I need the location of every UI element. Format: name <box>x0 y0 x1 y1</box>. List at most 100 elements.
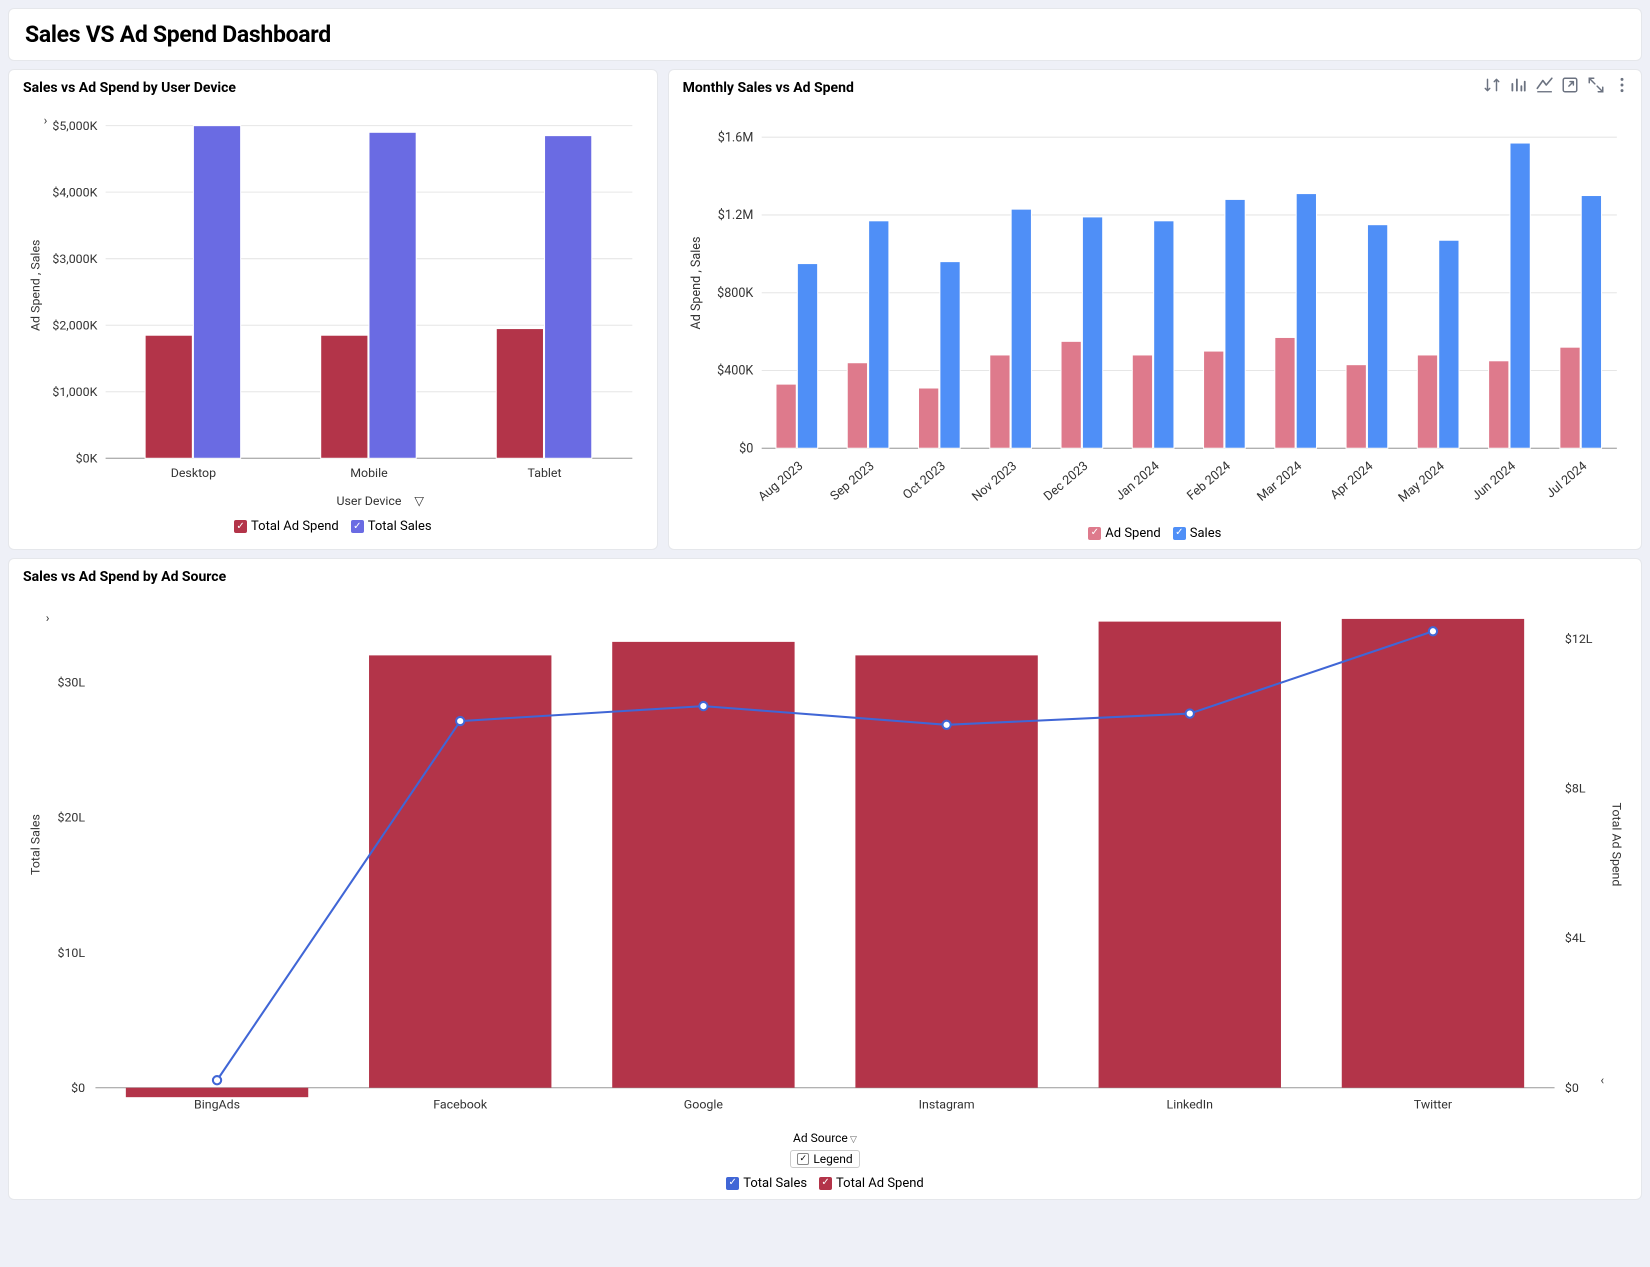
bar <box>868 221 888 448</box>
legend-swatch <box>351 520 364 533</box>
svg-text:$1,000K: $1,000K <box>52 385 97 400</box>
svg-text:Oct 2023: Oct 2023 <box>900 459 949 503</box>
bar <box>1296 194 1316 449</box>
svg-text:Ad Spend , Sales: Ad Spend , Sales <box>688 237 703 330</box>
svg-text:›: › <box>46 611 50 626</box>
more-icon[interactable] <box>1613 76 1631 94</box>
legend-swatch <box>726 1177 739 1190</box>
dashboard-header: Sales VS Ad Spend Dashboard <box>8 8 1642 61</box>
legend-header-label: Legend <box>813 1152 852 1166</box>
legend-item[interactable]: Sales <box>1173 526 1222 541</box>
quick-filter-icon[interactable] <box>1535 76 1553 94</box>
bar <box>940 262 960 449</box>
svg-text:Google: Google <box>684 1097 724 1112</box>
bar <box>1488 361 1508 448</box>
data-point <box>456 717 464 725</box>
svg-text:Jan 2024: Jan 2024 <box>1113 459 1163 504</box>
chart-card-monthly: Monthly Sales vs Ad Spend $0$400K$800K$1… <box>668 69 1642 550</box>
svg-text:$400K: $400K <box>717 364 753 379</box>
svg-text:Tablet: Tablet <box>528 467 562 481</box>
svg-text:$30L: $30L <box>57 675 85 690</box>
legend-toggle[interactable]: ✓ Legend <box>790 1150 859 1168</box>
svg-text:›: › <box>44 115 48 129</box>
svg-text:Total Sales: Total Sales <box>29 814 44 875</box>
svg-text:Nov 2023: Nov 2023 <box>969 459 1020 505</box>
bar <box>193 126 240 459</box>
svg-text:May 2024: May 2024 <box>1395 459 1447 506</box>
bar <box>545 136 592 459</box>
legend-device: Total Ad Spend Total Sales <box>23 519 643 534</box>
svg-text:Twitter: Twitter <box>1414 1097 1453 1112</box>
legend-label: Total Sales <box>368 519 432 534</box>
bar <box>776 384 796 448</box>
bar <box>321 335 368 458</box>
svg-text:$12L: $12L <box>1565 632 1593 647</box>
bar <box>145 335 192 458</box>
bar <box>126 1087 308 1096</box>
expand-icon[interactable] <box>1587 76 1605 94</box>
data-point <box>942 720 950 728</box>
svg-text:Aug 2023: Aug 2023 <box>755 459 806 505</box>
bar <box>1417 355 1437 448</box>
bar <box>1203 351 1223 448</box>
svg-text:$4,000K: $4,000K <box>52 185 97 200</box>
svg-text:$0: $0 <box>1565 1081 1579 1096</box>
bar <box>1438 240 1458 448</box>
svg-text:Jul 2024: Jul 2024 <box>1543 459 1590 502</box>
x-axis-label-adsource[interactable]: Ad Source <box>793 1131 857 1145</box>
legend-label: Total Ad Spend <box>836 1176 924 1191</box>
svg-text:▽: ▽ <box>414 495 424 509</box>
svg-text:$4L: $4L <box>1565 931 1586 946</box>
svg-text:›: › <box>1600 1073 1604 1088</box>
data-point <box>1186 709 1194 717</box>
chart-title-adsource: Sales vs Ad Spend by Ad Source <box>23 569 1627 585</box>
svg-text:BingAds: BingAds <box>194 1097 240 1112</box>
data-point <box>213 1076 221 1084</box>
legend-label: Ad Spend <box>1105 526 1160 541</box>
bar <box>369 132 416 458</box>
bar <box>1082 217 1102 448</box>
bar <box>1581 196 1601 449</box>
bar <box>1225 199 1245 448</box>
bar <box>496 329 543 459</box>
svg-text:$0K: $0K <box>76 451 98 466</box>
chart-card-device: Sales vs Ad Spend by User Device $0K$1,0… <box>8 69 658 550</box>
sort-icon[interactable] <box>1483 76 1501 94</box>
svg-text:$20L: $20L <box>57 810 85 825</box>
bar <box>1367 225 1387 449</box>
svg-text:$800K: $800K <box>717 286 753 301</box>
svg-text:Total Ad Spend: Total Ad Spend <box>1609 802 1624 886</box>
chart-toolbar <box>1483 76 1631 94</box>
legend-monthly: Ad Spend Sales <box>683 526 1627 541</box>
legend-item[interactable]: Total Ad Spend <box>819 1176 924 1191</box>
svg-text:$0: $0 <box>739 441 753 456</box>
bar <box>1346 365 1366 449</box>
legend-label: Sales <box>1190 526 1222 541</box>
chart-device: $0K$1,000K$2,000K$3,000K$4,000K$5,000KAd… <box>23 102 643 515</box>
svg-text:Desktop: Desktop <box>171 467 216 481</box>
svg-text:Mar 2024: Mar 2024 <box>1254 459 1305 505</box>
legend-swatch <box>1173 527 1186 540</box>
bar <box>1011 209 1031 448</box>
bar <box>847 363 867 449</box>
legend-item[interactable]: Total Ad Spend <box>234 519 339 534</box>
legend-item[interactable]: Total Sales <box>351 519 432 534</box>
bar <box>1559 347 1579 448</box>
svg-text:$2,000K: $2,000K <box>52 318 97 333</box>
legend-label: Total Ad Spend <box>251 519 339 534</box>
svg-text:$1.6M: $1.6M <box>717 130 753 145</box>
legend-item[interactable]: Total Sales <box>726 1176 807 1191</box>
svg-text:Mobile: Mobile <box>350 467 388 481</box>
legend-item[interactable]: Ad Spend <box>1088 526 1160 541</box>
svg-text:$10L: $10L <box>57 945 85 960</box>
bar <box>1274 337 1294 448</box>
chart-type-icon[interactable] <box>1509 76 1527 94</box>
data-point <box>699 702 707 710</box>
svg-text:Apr 2024: Apr 2024 <box>1327 459 1376 503</box>
svg-text:LinkedIn: LinkedIn <box>1167 1097 1214 1112</box>
svg-text:User Device: User Device <box>337 495 402 509</box>
legend-label: Total Sales <box>743 1176 807 1191</box>
open-icon[interactable] <box>1561 76 1579 94</box>
svg-text:Sep 2023: Sep 2023 <box>827 459 877 504</box>
checkbox-icon: ✓ <box>797 1153 809 1165</box>
